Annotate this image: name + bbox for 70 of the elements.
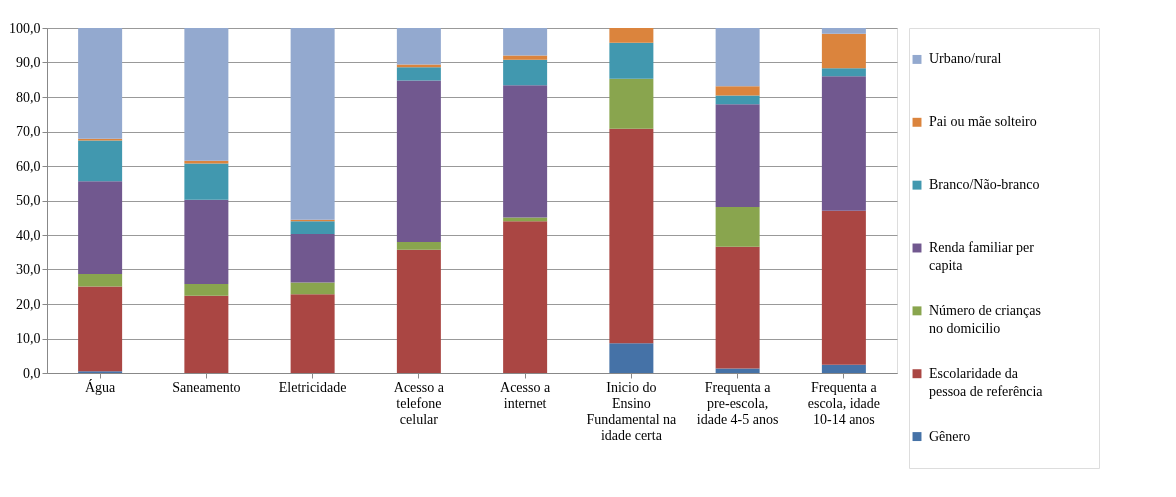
bar <box>715 246 760 369</box>
bar <box>184 295 229 373</box>
bar <box>290 294 335 373</box>
bar <box>715 86 760 96</box>
bar <box>396 28 441 65</box>
bar <box>715 104 760 208</box>
bar <box>821 33 866 69</box>
bar <box>503 55 548 60</box>
bar <box>184 283 229 296</box>
x-tick-label: Acesso a internet <box>500 379 551 411</box>
bar <box>715 28 760 87</box>
bar <box>821 210 866 365</box>
bar <box>821 364 866 373</box>
bar <box>396 67 441 81</box>
y-tick-label: 90,0 <box>16 55 41 70</box>
x-tick-label: Eletricidade <box>278 379 347 395</box>
bar <box>503 85 548 218</box>
bar <box>290 221 335 234</box>
legend-label: Número de crianças no domicilio <box>929 302 1041 336</box>
bar <box>821 68 866 77</box>
x-tick-label: Acesso a telefone celular <box>393 379 445 427</box>
legend-label: Urbano/rural <box>929 51 1002 67</box>
bar <box>609 28 654 43</box>
bar <box>78 28 123 139</box>
x-tick-label: Saneamento <box>172 379 241 395</box>
bar <box>290 282 335 295</box>
y-tick-label: 40,0 <box>16 227 41 243</box>
legend-label: Renda familiar per capita <box>929 240 1035 273</box>
legend-label: Branco/Não-branco <box>929 177 1040 193</box>
legend-label: Gênero <box>929 428 971 444</box>
bar <box>78 286 123 372</box>
bar <box>821 28 866 34</box>
bar <box>503 217 548 222</box>
x-tick-label: Água <box>84 378 117 395</box>
bar <box>503 59 548 86</box>
bar <box>78 273 123 287</box>
bar <box>821 76 866 211</box>
bar <box>396 80 441 242</box>
bar <box>184 199 229 284</box>
bar <box>78 140 123 182</box>
bar <box>609 78 654 129</box>
bar <box>396 249 441 373</box>
bar <box>78 181 123 274</box>
bar <box>503 221 548 373</box>
legend-label: Escolaridade da pessoa de referência <box>929 365 1044 399</box>
bar <box>715 207 760 247</box>
y-tick-label: 100,0 <box>9 20 41 36</box>
bar <box>715 95 760 105</box>
y-tick-label: 50,0 <box>16 193 41 208</box>
bar <box>609 128 654 344</box>
y-tick-label: 30,0 <box>16 262 41 277</box>
y-tick-label: 0,0 <box>23 365 41 381</box>
bar <box>290 233 335 283</box>
x-tick-label: Frequenta a pre-escola, idade 4-5 anos <box>696 379 779 427</box>
x-tick-label: Frequenta a escola, idade 10-14 anos <box>807 379 881 427</box>
y-tick-label: 80,0 <box>16 89 41 105</box>
y-tick-label: 70,0 <box>16 124 41 139</box>
x-tick-label: Inicio do Ensino Fundamental na idade certa <box>586 379 678 443</box>
bar <box>609 42 654 79</box>
bar <box>184 163 229 200</box>
bar <box>609 343 654 373</box>
bar <box>396 241 441 250</box>
y-tick-label: 20,0 <box>16 296 41 312</box>
legend-label: Pai ou mãe solteiro <box>929 114 1037 130</box>
bar <box>503 28 548 56</box>
y-tick-label: 10,0 <box>16 331 41 346</box>
y-tick-label: 60,0 <box>16 158 41 174</box>
bar <box>184 160 229 164</box>
bar <box>184 28 229 161</box>
bar <box>290 28 335 220</box>
